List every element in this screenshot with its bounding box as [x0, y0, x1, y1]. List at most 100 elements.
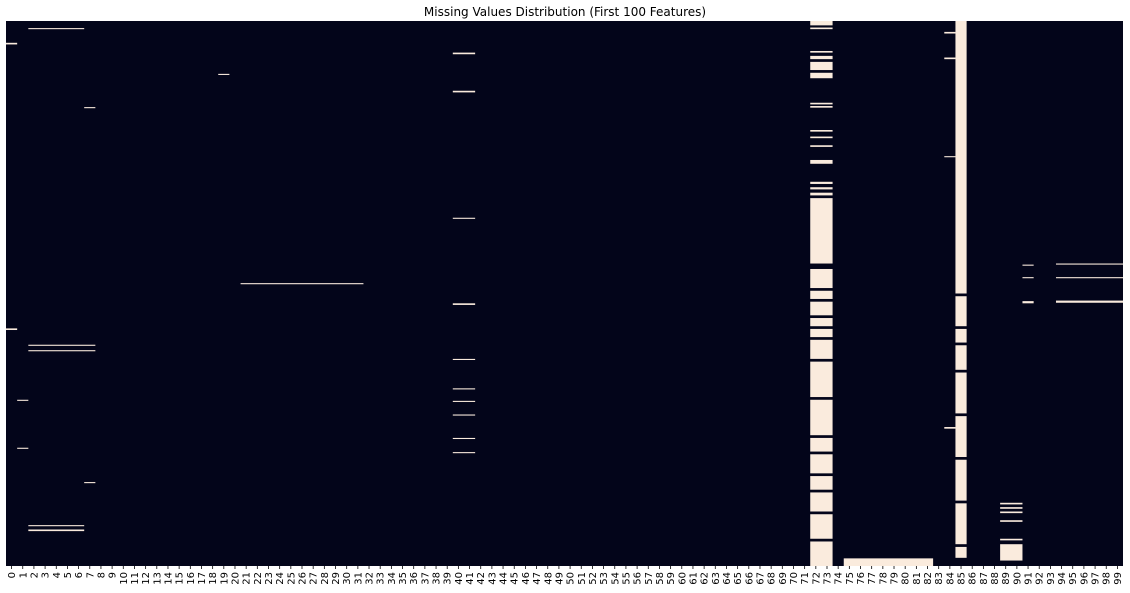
x-tick-label: 91 — [1024, 572, 1035, 585]
x-tick-label: 89 — [1001, 572, 1012, 585]
x-tick-label: 22 — [253, 572, 264, 585]
missing-cell-segment-44 — [810, 339, 833, 359]
x-tick-label: 14 — [163, 572, 174, 585]
missing-cell-segment-28 — [810, 72, 833, 79]
missing-cell-segment-15 — [452, 217, 476, 219]
x-tick-label: 92 — [1035, 572, 1046, 585]
missing-cell-segment-71 — [1000, 538, 1023, 541]
missing-cell-segment-21 — [452, 437, 476, 440]
missing-cell-segment-24 — [810, 27, 833, 30]
x-tick-label: 93 — [1046, 572, 1057, 585]
x-tick-label: 4 — [52, 572, 63, 578]
x-tick-label: 84 — [945, 572, 956, 585]
missing-cell-segment-31 — [810, 130, 833, 132]
missing-cell-segment-0 — [6, 42, 18, 45]
missing-cell-segment-26 — [810, 55, 833, 60]
missing-cell-segment-8 — [28, 529, 85, 532]
missing-cell-segment-22 — [452, 452, 476, 454]
x-tick-label: 45 — [510, 572, 521, 585]
x-tick-label: 51 — [577, 572, 588, 585]
x-tick-label: 32 — [365, 572, 376, 585]
missing-cell-segment-60 — [955, 328, 967, 343]
missing-cell-segment-77 — [1055, 277, 1123, 279]
missing-cell-segment-52 — [810, 541, 833, 566]
missing-cell-segment-72 — [1000, 544, 1023, 561]
missing-cell-segment-39 — [810, 268, 833, 289]
x-tick-label: 9 — [108, 572, 119, 578]
x-tick-label: 95 — [1068, 572, 1079, 585]
missing-cell-segment-9 — [84, 107, 96, 109]
missing-cell-segment-16 — [452, 303, 476, 305]
missing-cell-segment-7 — [28, 525, 85, 527]
x-tick-label: 0 — [7, 572, 18, 578]
x-tick-label: 90 — [1012, 572, 1023, 585]
missing-cell-segment-35 — [810, 181, 833, 184]
x-tick-label: 82 — [923, 572, 934, 585]
missing-cell-segment-34 — [810, 159, 833, 164]
missing-cell-segment-4 — [17, 447, 29, 449]
missing-cell-segment-17 — [452, 358, 476, 360]
x-tick-label: 79 — [890, 572, 901, 585]
missing-cell-segment-47 — [810, 437, 833, 452]
x-tick-label: 52 — [588, 572, 599, 585]
x-tick-label: 47 — [532, 572, 543, 585]
missing-cell-segment-49 — [810, 476, 833, 490]
x-tick-label: 55 — [621, 572, 632, 585]
x-tick-label: 42 — [476, 572, 487, 585]
missing-cell-segment-3 — [17, 399, 29, 401]
x-tick-label: 70 — [789, 572, 800, 585]
x-tick-label: 37 — [420, 572, 431, 585]
x-tick-label: 74 — [834, 572, 845, 585]
missing-cell-segment-43 — [810, 328, 833, 338]
x-tick-label: 80 — [901, 572, 912, 585]
x-tick-label: 96 — [1079, 572, 1090, 585]
x-tick-label: 86 — [968, 572, 979, 585]
x-tick-label: 66 — [744, 572, 755, 585]
x-tick-label: 61 — [688, 572, 699, 585]
x-tick-label: 44 — [499, 572, 510, 585]
x-tick-label: 60 — [677, 572, 688, 585]
x-tick-label: 15 — [175, 572, 186, 585]
x-tick-label: 35 — [398, 572, 409, 585]
missing-cell-segment-62 — [955, 372, 967, 414]
x-tick-label: 62 — [700, 572, 711, 585]
missing-cell-segment-54 — [944, 31, 956, 34]
missing-cell-segment-2 — [28, 28, 85, 30]
x-tick-label: 29 — [331, 572, 342, 585]
missing-cell-segment-70 — [1000, 520, 1023, 522]
x-tick-label: 16 — [186, 572, 197, 585]
x-tick-label: 99 — [1113, 572, 1124, 585]
x-tick-label: 27 — [309, 572, 320, 585]
x-axis: 0 1 2 3 4 5 6 7 8 9 10 11 12 13 14 15 16 17 18 19 20 21 22 23 24… — [7, 566, 1124, 585]
missing-cell-segment-67 — [1000, 502, 1023, 505]
x-tick-label: 75 — [845, 572, 856, 585]
x-tick-label: 11 — [130, 572, 141, 585]
x-tick-label: 41 — [465, 572, 476, 585]
missing-cell-segment-29 — [810, 102, 833, 105]
missing-cell-segment-68 — [1000, 507, 1023, 509]
x-tick-label: 73 — [823, 572, 834, 585]
x-tick-label: 28 — [320, 572, 331, 585]
missing-cell-segment-64 — [955, 459, 967, 501]
missing-cell-segment-76 — [1055, 263, 1123, 265]
x-tick-label: 18 — [208, 572, 219, 585]
missing-cell-segment-13 — [452, 52, 476, 55]
x-tick-label: 59 — [666, 572, 677, 585]
missing-cell-segment-73 — [1022, 264, 1034, 266]
missing-cell-segment-11 — [218, 73, 230, 75]
missing-cell-segment-33 — [810, 145, 833, 147]
x-tick-label: 68 — [767, 572, 778, 585]
x-tick-label: 36 — [409, 572, 420, 585]
x-tick-label: 85 — [957, 572, 968, 585]
x-tick-label: 76 — [856, 572, 867, 585]
missing-cells — [6, 21, 1123, 566]
x-tick-label: 53 — [599, 572, 610, 585]
missing-cell-segment-32 — [810, 136, 833, 139]
x-tick-label: 5 — [63, 572, 74, 578]
missing-cell-segment-75 — [1022, 301, 1034, 304]
missing-cell-segment-37 — [810, 192, 833, 196]
x-tick-label: 88 — [990, 572, 1001, 585]
x-tick-label: 78 — [878, 572, 889, 585]
missing-cell-segment-74 — [1022, 277, 1034, 279]
missing-cell-segment-50 — [810, 492, 833, 512]
